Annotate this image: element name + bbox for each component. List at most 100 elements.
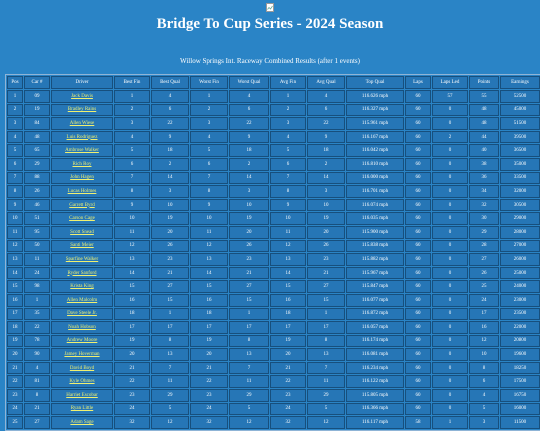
driver-link[interactable]: Rich Roy: [72, 161, 92, 167]
driver-link[interactable]: Ryder Sanford: [67, 270, 97, 276]
table-cell: 19: [24, 103, 50, 117]
table-cell: 48: [469, 103, 499, 117]
table-cell: 11: [307, 375, 345, 389]
table-cell: 32: [114, 416, 150, 429]
result-row: 18 22 Noah Hobson 17 17 17 17 17 17 116.057 mph 60…: [7, 321, 540, 334]
table-cell: 7: [7, 171, 23, 185]
driver-link[interactable]: Krista King: [70, 284, 94, 290]
table-cell: 23: [114, 389, 150, 402]
table-cell: 09: [24, 90, 50, 103]
driver-link[interactable]: Ambrose Walker: [65, 148, 99, 154]
table-cell: 29000: [500, 212, 540, 225]
driver-cell: Santi Meier: [51, 239, 113, 253]
table-cell: 8: [7, 185, 23, 198]
table-cell: 20: [7, 348, 23, 361]
table-cell: 115.805 mph: [346, 389, 404, 402]
table-cell: 16: [114, 293, 150, 307]
driver-link[interactable]: Harriet Escobar: [66, 392, 98, 398]
table-cell: 13: [7, 253, 23, 266]
table-cell: 39500: [500, 130, 540, 144]
column-header: Worst Fin: [190, 76, 228, 89]
driver-link[interactable]: Allen Wiese: [69, 120, 95, 126]
table-cell: 115.882 mph: [346, 253, 404, 266]
column-header: Avg Qual: [307, 76, 345, 89]
table-cell: 8: [229, 334, 269, 348]
table-cell: 60: [405, 361, 431, 375]
table-cell: 0: [432, 212, 468, 225]
driver-link[interactable]: Allen Malcolm: [66, 297, 98, 303]
table-cell: 28: [469, 239, 499, 253]
driver-link[interactable]: Santi Meier: [70, 243, 94, 249]
driver-link[interactable]: Kyle Ohmes: [69, 379, 95, 385]
table-cell: 98: [24, 280, 50, 293]
result-row: 5 65 Ambrose Walker 5 18 5 18 5 18 116.042 mph 60 0…: [7, 144, 540, 157]
table-cell: 14: [307, 171, 345, 185]
table-cell: 29: [307, 389, 345, 402]
table-cell: 2: [7, 103, 23, 117]
table-cell: 38: [469, 157, 499, 171]
column-header: Top Qual: [346, 76, 404, 89]
table-cell: 36500: [500, 144, 540, 157]
table-cell: 116.117 mph: [346, 416, 404, 429]
table-cell: 60: [405, 389, 431, 402]
table-cell: 6: [469, 375, 499, 389]
table-cell: 14: [151, 171, 189, 185]
table-cell: 12: [151, 416, 189, 429]
driver-link[interactable]: Jamey Hoverman: [64, 352, 100, 358]
result-row: 13 11 Sparfine Walker 13 23 13 23 13 23 115.882 m…: [7, 253, 540, 266]
table-cell: 1: [7, 90, 23, 103]
table-cell: 14: [190, 266, 228, 280]
table-cell: 7: [229, 361, 269, 375]
driver-link[interactable]: Dave Steele Jr.: [67, 311, 97, 317]
driver-link[interactable]: Scott Snead: [70, 229, 94, 235]
table-cell: 4: [270, 130, 306, 144]
table-cell: 8: [469, 361, 499, 375]
table-cell: 10: [469, 348, 499, 361]
table-cell: 19: [229, 212, 269, 225]
driver-link[interactable]: David Boyd: [69, 365, 95, 371]
table-cell: 17: [270, 321, 306, 334]
driver-link[interactable]: Ryan Little: [70, 406, 94, 412]
driver-link[interactable]: Adam Sage: [70, 420, 94, 426]
table-cell: 15: [229, 293, 269, 307]
table-cell: 0: [432, 144, 468, 157]
driver-cell: Harriet Escobar: [51, 389, 113, 402]
driver-link[interactable]: Bradley Rains: [67, 107, 97, 113]
table-cell: 3: [114, 117, 150, 130]
table-cell: 27: [24, 416, 50, 429]
table-cell: 116.626 mph: [346, 90, 404, 103]
result-row: 25 27 Adam Sage 32 12 32 12 32 12 116.117 mph 58 1 3…: [7, 416, 540, 429]
table-cell: 28000: [500, 225, 540, 239]
driver-link[interactable]: Luis Rodriguez: [66, 134, 98, 140]
driver-link[interactable]: Carson Cage: [69, 216, 95, 222]
table-cell: 13: [229, 348, 269, 361]
column-header: Best Qual: [151, 76, 189, 89]
driver-link[interactable]: Andrew Moore: [66, 338, 98, 344]
table-cell: 22: [229, 117, 269, 130]
table-cell: 22: [24, 321, 50, 334]
table-cell: 23: [7, 389, 23, 402]
table-cell: 115.961 mph: [346, 117, 404, 130]
table-cell: 4: [24, 361, 50, 375]
driver-link[interactable]: Garrett Byrd: [69, 202, 95, 208]
table-cell: 44: [469, 130, 499, 144]
table-cell: 15: [114, 280, 150, 293]
table-cell: 116.042 mph: [346, 144, 404, 157]
table-cell: 3: [229, 185, 269, 198]
table-cell: 6: [270, 157, 306, 171]
table-cell: 0: [432, 348, 468, 361]
driver-link[interactable]: Sparfine Walker: [65, 256, 99, 262]
table-cell: 13: [307, 348, 345, 361]
table-cell: 0: [432, 361, 468, 375]
table-cell: 3: [190, 117, 228, 130]
driver-link[interactable]: Lucas Holmes: [67, 188, 97, 194]
table-cell: 23500: [500, 307, 540, 321]
driver-link[interactable]: John Hagen: [70, 175, 94, 181]
driver-link[interactable]: Jack Davis: [71, 93, 93, 99]
page-body: Bridge To Cup Series - 2024 Season Willo…: [5, 3, 540, 431]
table-cell: 116.234 mph: [346, 361, 404, 375]
table-cell: 60: [405, 144, 431, 157]
driver-link[interactable]: Noah Hobson: [68, 324, 96, 330]
table-cell: 14: [114, 266, 150, 280]
table-cell: 10: [307, 198, 345, 212]
